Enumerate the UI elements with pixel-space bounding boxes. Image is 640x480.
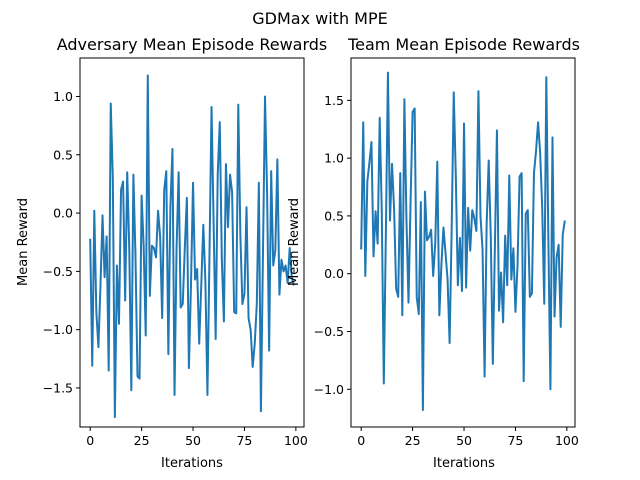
x-axis-label: Iterations [433,456,495,471]
chart-title: Team Mean Episode Rewards [347,35,580,54]
y-tick-label: −1.0 [43,322,73,337]
y-tick-label: 0.5 [324,208,344,223]
series-line [89,74,295,419]
x-tick-label: 50 [456,433,472,448]
series-line [360,71,566,412]
chart-title: Adversary Mean Episode Rewards [57,35,328,54]
y-tick-label: 1.0 [53,89,73,104]
y-tick-label: 0.0 [324,266,344,281]
x-tick-label: 25 [134,433,150,448]
x-axis-label: Iterations [161,456,223,471]
x-tick-label: 50 [185,433,201,448]
y-tick-label: −0.5 [314,324,344,339]
x-tick-label: 0 [357,433,365,448]
y-axis-label: Mean Reward [287,198,302,286]
x-tick-label: 75 [236,433,252,448]
y-tick-label: 0.5 [53,147,73,162]
y-tick-label: 0.0 [53,206,73,221]
x-tick-label: 75 [507,433,523,448]
x-tick-label: 0 [86,433,94,448]
y-tick-label: 1.0 [324,151,344,166]
adversary-rewards-chart: Adversary Mean Episode Rewards Iteration… [16,35,327,471]
plot-frame [350,57,576,428]
figure-suptitle: GDMax with MPE [252,9,387,28]
x-tick-label: 100 [555,433,579,448]
y-tick-label: −1.5 [43,380,73,395]
team-rewards-chart: Team Mean Episode Rewards Iterations Mea… [287,35,580,471]
y-tick-label: −1.0 [314,382,344,397]
x-tick-label: 100 [284,433,308,448]
x-tick-label: 25 [405,433,421,448]
y-axis-label: Mean Reward [16,198,31,286]
y-tick-label: 1.5 [324,93,344,108]
y-tick-label: −0.5 [43,264,73,279]
plot-frame [79,57,305,428]
